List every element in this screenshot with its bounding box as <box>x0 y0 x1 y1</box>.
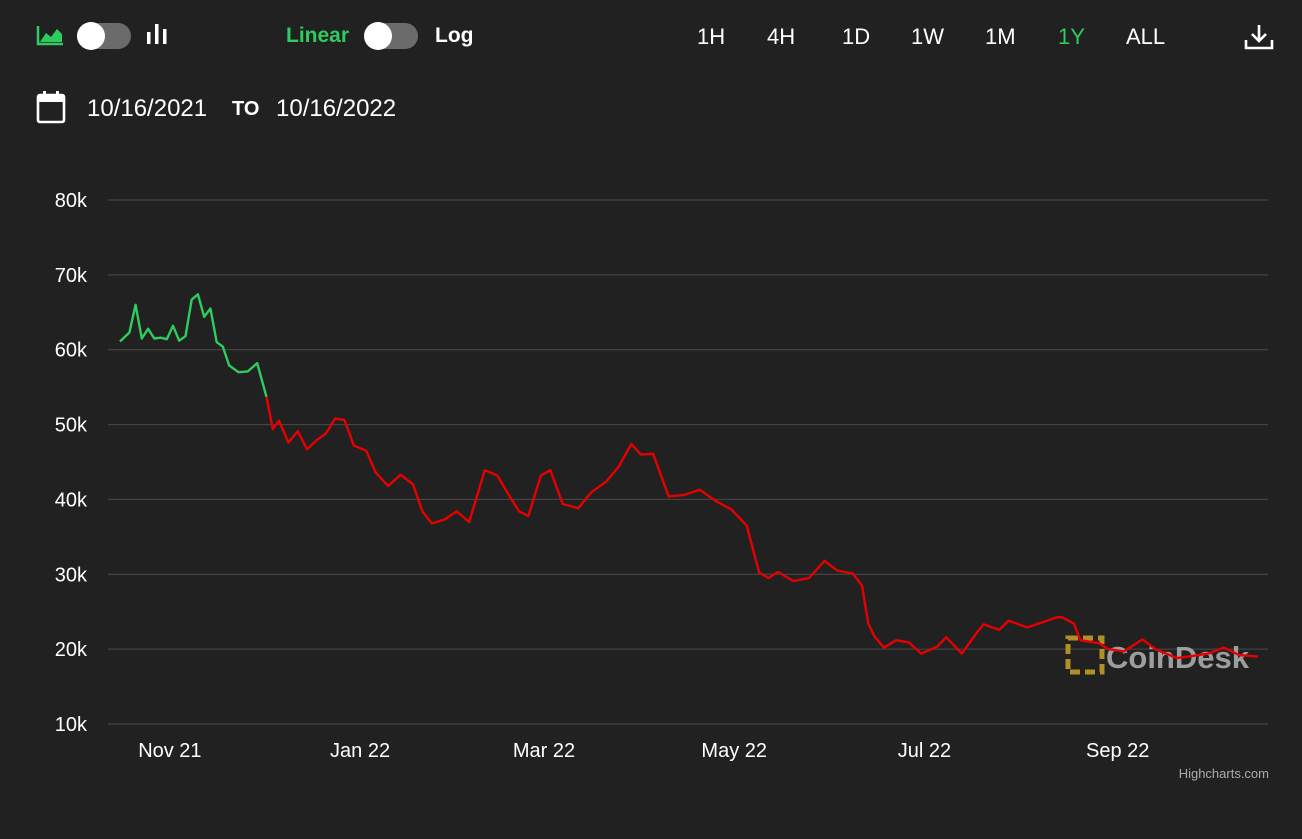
range-button-1w[interactable]: 1W <box>911 24 944 49</box>
y-tick-label: 80k <box>55 190 88 212</box>
range-button-1d[interactable]: 1D <box>842 24 871 49</box>
x-tick-label: Nov 21 <box>138 740 201 762</box>
grid-lines <box>108 199 1268 725</box>
range-button-4h[interactable]: 4H <box>767 24 796 49</box>
chart-type-toggle-knob <box>77 22 105 50</box>
x-tick-label: May 22 <box>701 740 767 762</box>
y-tick-label: 10k <box>55 714 88 736</box>
price-series <box>119 293 1259 660</box>
range-button-1y[interactable]: 1Y <box>1058 24 1085 49</box>
x-axis-labels: Nov 21 Jan 22 Mar 22 May 22 Jul 22 Sep 22 <box>138 740 1149 762</box>
download-icon[interactable] <box>1244 23 1274 51</box>
price-chart: 10k 20k 30k 40k 50k 60k 70k 80k Nov 21 Jan 22 Mar… <box>55 190 1268 762</box>
y-tick-label: 50k <box>55 415 88 437</box>
y-tick-label: 20k <box>55 639 88 661</box>
range-button-1m[interactable]: 1M <box>985 24 1016 49</box>
date-to-label: TO <box>232 98 260 120</box>
date-to[interactable]: 10/16/2022 <box>276 95 397 122</box>
series-line-gain <box>119 293 268 398</box>
linear-scale-label[interactable]: Linear <box>286 24 350 47</box>
chart-toolbar: Linear Log 1H 4H 1D 1W 1M 1Y ALL <box>0 0 1302 76</box>
series-line-loss <box>265 396 1259 660</box>
area-chart-icon[interactable] <box>36 24 64 46</box>
log-scale-label[interactable]: Log <box>435 24 474 47</box>
y-tick-label: 70k <box>55 265 88 287</box>
calendar-icon[interactable] <box>36 90 66 124</box>
scale-toggle[interactable] <box>364 22 418 50</box>
y-tick-label: 40k <box>55 489 88 511</box>
range-button-1h[interactable]: 1H <box>697 24 726 49</box>
bar-chart-icon[interactable] <box>146 22 168 46</box>
x-tick-label: Sep 22 <box>1086 740 1149 762</box>
y-tick-label: 60k <box>55 340 88 362</box>
scale-toggle-knob <box>364 22 392 50</box>
x-tick-label: Jan 22 <box>330 740 390 762</box>
chart-type-toggle[interactable] <box>77 22 131 50</box>
x-tick-label: Mar 22 <box>513 740 575 762</box>
date-from[interactable]: 10/16/2021 <box>87 95 208 122</box>
x-tick-label: Jul 22 <box>898 740 951 762</box>
highcharts-credit[interactable]: Highcharts.com <box>1178 766 1269 781</box>
range-button-all[interactable]: ALL <box>1126 24 1166 49</box>
y-tick-label: 30k <box>55 564 88 586</box>
coindesk-logo-icon <box>1065 635 1105 675</box>
y-axis-labels: 10k 20k 30k 40k 50k 60k 70k 80k <box>55 190 88 736</box>
